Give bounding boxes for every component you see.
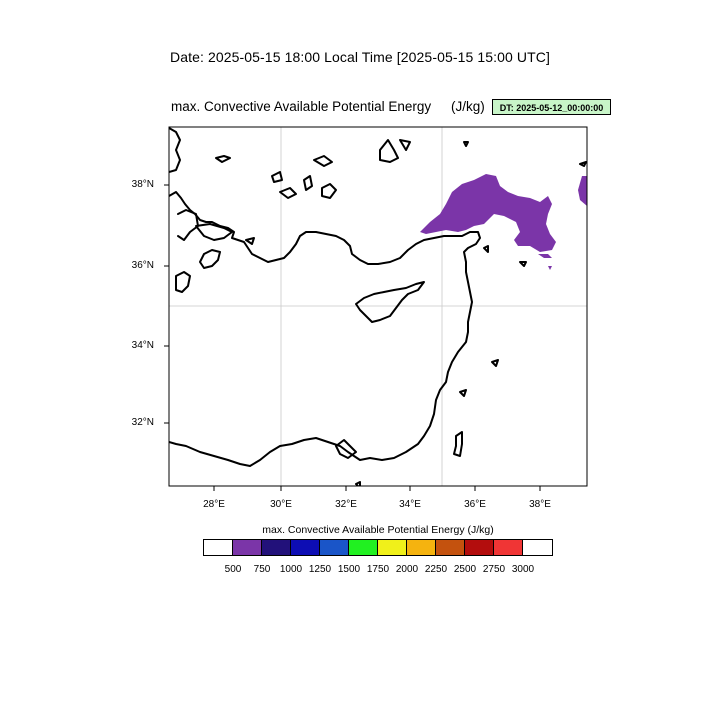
colorbar-tick-label: 1500 [337,564,361,575]
coastline-islet-8 [399,139,411,151]
map-frame-border [168,126,588,487]
colorbar-tick-label: 2500 [453,564,477,575]
colorbar-swatch-1 [233,540,262,555]
lon-label-30: 30°E [270,499,292,510]
colorbar-swatch-0 [204,540,233,555]
colorbar-tick-label: 750 [253,564,271,575]
colorbar-tick-label: 1750 [366,564,390,575]
date-line: Date: 2025-05-15 18:00 Local Time [2025-… [170,49,550,65]
lat-label-38: 38°N [131,179,154,190]
coastline-islet-13 [519,261,527,267]
colorbar-swatch-6 [378,540,407,555]
coastline-islet-1 [215,155,231,163]
map-units: (J/kg) [451,99,485,114]
coastline-aegean-3 [195,223,233,241]
colorbar-swatch-7 [407,540,436,555]
colorbar-swatch-9 [465,540,494,555]
coastline-islet-11 [483,245,489,253]
colorbar-swatch-5 [349,540,378,555]
lat-label-34: 34°N [131,340,154,351]
colorbar-tick-label: 2000 [395,564,419,575]
colorbar-tick-label: 1250 [308,564,332,575]
lat-label-32: 32°N [131,417,154,428]
coastline-islet-7 [379,139,399,163]
lon-label-32: 32°E [335,499,357,510]
axis-ticks [164,184,541,491]
cape-shaded-region [420,174,587,270]
coastline-islet-15 [459,389,467,397]
colorbar-tick-label: 1000 [279,564,303,575]
colorbar-swatch-10 [494,540,523,555]
coastline-nile-delta [335,439,357,459]
coastline-islet-14 [491,359,499,367]
lon-label-34: 34°E [399,499,421,510]
coastline-mainland [169,191,481,467]
coastline-aegean-1 [169,127,181,173]
colorbar-tick-label: 500 [224,564,242,575]
dt-badge: DT: 2025-05-12_00:00:00 [492,99,611,115]
coastline-island-w [175,271,191,293]
lon-label-36: 36°E [464,499,486,510]
coastline-islet-5 [313,155,333,167]
colorbar-swatch-8 [436,540,465,555]
coastline-islet-16 [355,481,361,486]
coastline-islet-3 [279,187,297,199]
colorbar-tick-label: 3000 [511,564,535,575]
coastline-aegean-2 [177,209,199,241]
lon-label-38: 38°E [529,499,551,510]
colorbar-swatch-2 [262,540,291,555]
colorbar-swatch-3 [291,540,320,555]
coastlines [169,127,587,486]
colorbar-swatch-4 [320,540,349,555]
coastline-rhodes [199,249,221,269]
coastline-islet-10 [463,141,469,147]
lon-label-28: 28°E [203,499,225,510]
colorbar-title: max. Convective Available Potential Ener… [262,524,494,536]
coastline-cyprus [355,281,425,323]
coastline-islet-2 [271,171,283,183]
lat-label-36: 36°N [131,260,154,271]
coastline-islet-4 [303,175,313,191]
colorbar-tick-label: 2250 [424,564,448,575]
colorbar [203,539,553,556]
colorbar-tick-label: 2750 [482,564,506,575]
coastline-islet-6 [321,183,337,199]
map-gridlines [169,127,587,486]
coastline-islet-9 [245,237,255,245]
coastline-islet-12 [579,161,587,167]
colorbar-swatch-11 [523,540,552,555]
map-title: max. Convective Available Potential Ener… [171,99,432,114]
coastline-dead-sea [453,431,463,457]
